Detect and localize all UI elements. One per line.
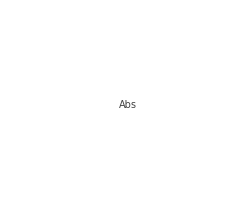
Text: Abs: Abs bbox=[118, 100, 136, 110]
